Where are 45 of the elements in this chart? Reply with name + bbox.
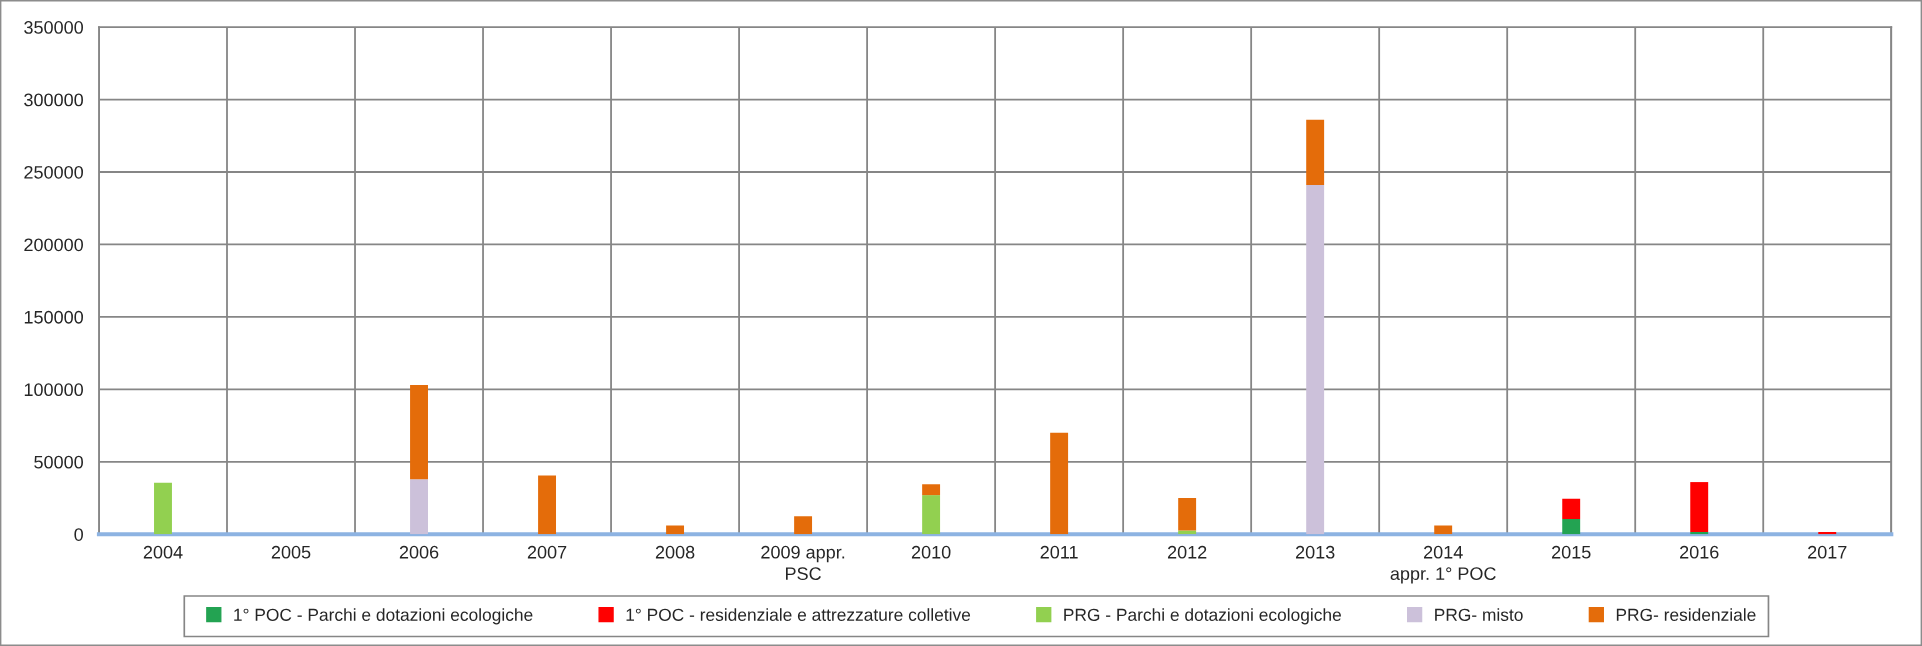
y-tick-label: 200000 — [24, 238, 84, 252]
bar — [410, 479, 428, 535]
bar — [922, 495, 941, 535]
x-tick-label: 2010 — [911, 545, 951, 559]
bar — [1690, 532, 1709, 535]
bar — [410, 385, 428, 480]
bar — [1306, 119, 1325, 186]
bar — [1690, 482, 1709, 533]
bar — [1306, 185, 1325, 535]
x-tick-label: 2011 — [1040, 545, 1078, 559]
legend-label: 1° POC - residenziale e attrezzature colletive — [626, 608, 971, 621]
y-tick-label: 100000 — [24, 383, 84, 397]
legend-label: PRG- misto — [1435, 608, 1523, 621]
x-tick-label: 2016 — [1680, 545, 1719, 559]
x-tick-label: 2004 — [143, 545, 183, 559]
x-tick-label: 2017 — [1808, 545, 1847, 559]
x-tick-label: 2015 — [1552, 545, 1591, 559]
y-tick-label: 300000 — [24, 93, 84, 107]
x-tick-label: 2013 — [1295, 545, 1335, 559]
y-tick-label: 50000 — [34, 455, 83, 469]
x-tick-label: 2008 — [655, 545, 695, 559]
legend-label: 1° POC - Parchi e dotazioni ecologiche — [234, 608, 533, 625]
bar — [1562, 498, 1581, 520]
bar — [1050, 432, 1069, 535]
x-tick-label: 2006 — [399, 545, 439, 559]
bar — [154, 482, 172, 535]
x-tick-label: 2005 — [271, 545, 311, 559]
bar — [922, 484, 941, 496]
bar — [1562, 519, 1581, 535]
y-tick-label: 150000 — [24, 310, 84, 324]
bar — [1434, 525, 1453, 535]
y-tick-label: 350000 — [24, 21, 84, 34]
y-tick-label: 0 — [74, 528, 83, 541]
bar — [666, 525, 685, 535]
legend-label: PRG- residenziale — [1616, 608, 1756, 621]
x-tick-label: 2014 appr. 1° POC — [1390, 545, 1496, 584]
legend-label: PRG - Parchi e dotazioni ecologiche — [1064, 608, 1341, 625]
x-tick-label: 2009 appr. PSC — [761, 545, 845, 581]
bar — [794, 516, 813, 535]
bar — [1818, 532, 1837, 535]
x-tick-label: 2012 — [1167, 545, 1207, 559]
x-tick-label: 2007 — [527, 545, 567, 559]
y-tick-label: 250000 — [24, 165, 84, 179]
bar — [1178, 498, 1197, 531]
bar — [538, 475, 557, 535]
